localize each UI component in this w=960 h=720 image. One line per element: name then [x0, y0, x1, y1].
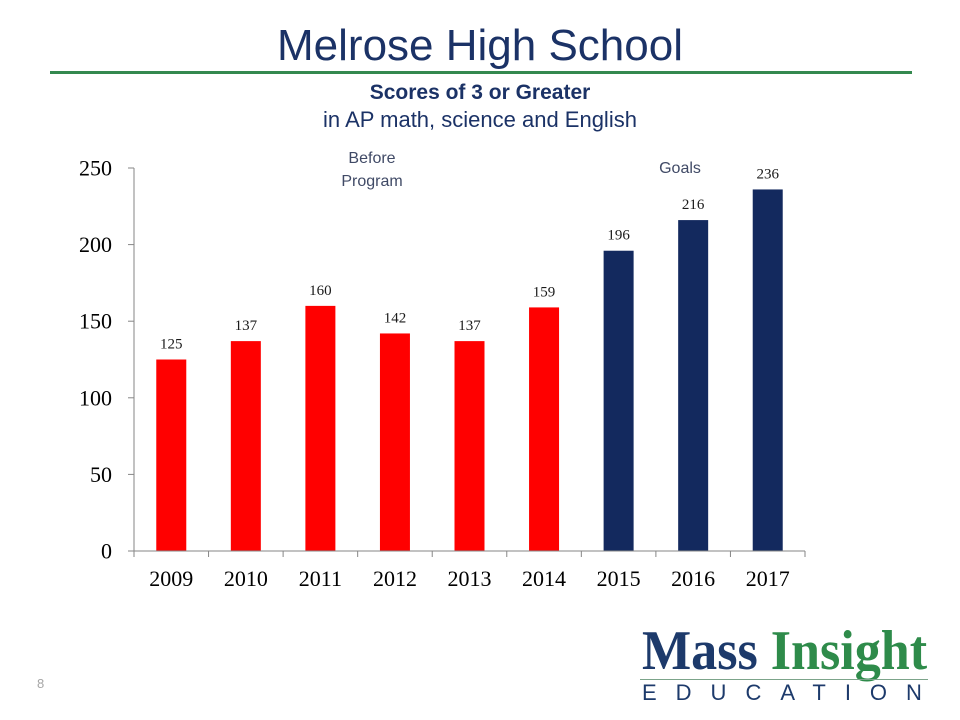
bar-2011	[305, 305, 336, 551]
y-tick-label: 100	[79, 385, 112, 410]
x-tick-label-2016: 2016	[671, 566, 715, 591]
logo-wordmark: Mass Insight	[642, 623, 927, 679]
logo-word-mass: Mass	[642, 620, 758, 682]
logo-divider	[640, 679, 928, 680]
x-tick-label-2015: 2015	[597, 566, 641, 591]
y-tick-label: 150	[79, 309, 112, 334]
data-label-2010: 137	[235, 318, 258, 334]
bar-2016	[678, 220, 709, 551]
data-label-2014: 159	[533, 284, 556, 300]
y-tick-label: 50	[90, 462, 112, 487]
y-tick-label: 250	[79, 156, 112, 181]
bar-2010	[230, 341, 261, 551]
x-tick-label-2012: 2012	[373, 566, 417, 591]
x-tick-label-2013: 2013	[448, 566, 492, 591]
logo-word-insight: Insight	[770, 620, 928, 682]
x-tick-label-2017: 2017	[746, 566, 790, 591]
data-label-2011: 160	[309, 283, 332, 299]
bar-2013	[454, 341, 485, 551]
slide-title: Melrose High School	[277, 21, 683, 70]
data-label-2013: 137	[458, 318, 481, 334]
data-label-2017: 236	[756, 166, 779, 182]
x-tick-label-2009: 2009	[149, 566, 193, 591]
data-label-2016: 216	[682, 197, 705, 213]
bar-2015	[603, 250, 634, 551]
bar-2009	[156, 359, 187, 551]
mass-insight-logo: Mass Insight EDUCATION	[640, 620, 950, 720]
bar-2017	[752, 189, 783, 551]
data-label-2015: 196	[607, 228, 630, 244]
x-tick-label-2010: 2010	[224, 566, 268, 591]
x-tick-label-2014: 2014	[522, 566, 566, 591]
y-tick-label: 200	[79, 232, 112, 257]
data-label-2009: 125	[160, 337, 183, 353]
x-tick-label-2011: 2011	[299, 566, 342, 591]
annotation-goals: Goals	[659, 160, 701, 177]
title-underline	[50, 71, 912, 74]
chart-subtitle: in AP math, science and English	[323, 107, 637, 132]
bar-2012	[379, 333, 410, 551]
bar-2014	[529, 307, 560, 551]
annotation-before-program: Before Program	[341, 150, 403, 190]
data-label-2012: 142	[384, 310, 407, 326]
chart-title: Scores of 3 or Greater	[369, 81, 591, 104]
bar-chart: 125 2009 137 2010 160 2011 142 2012 137 2013 159 20…	[79, 156, 806, 591]
y-tick-label: 0	[101, 539, 112, 564]
logo-tagline: EDUCATION	[642, 680, 941, 705]
page-number: 8	[37, 676, 45, 691]
